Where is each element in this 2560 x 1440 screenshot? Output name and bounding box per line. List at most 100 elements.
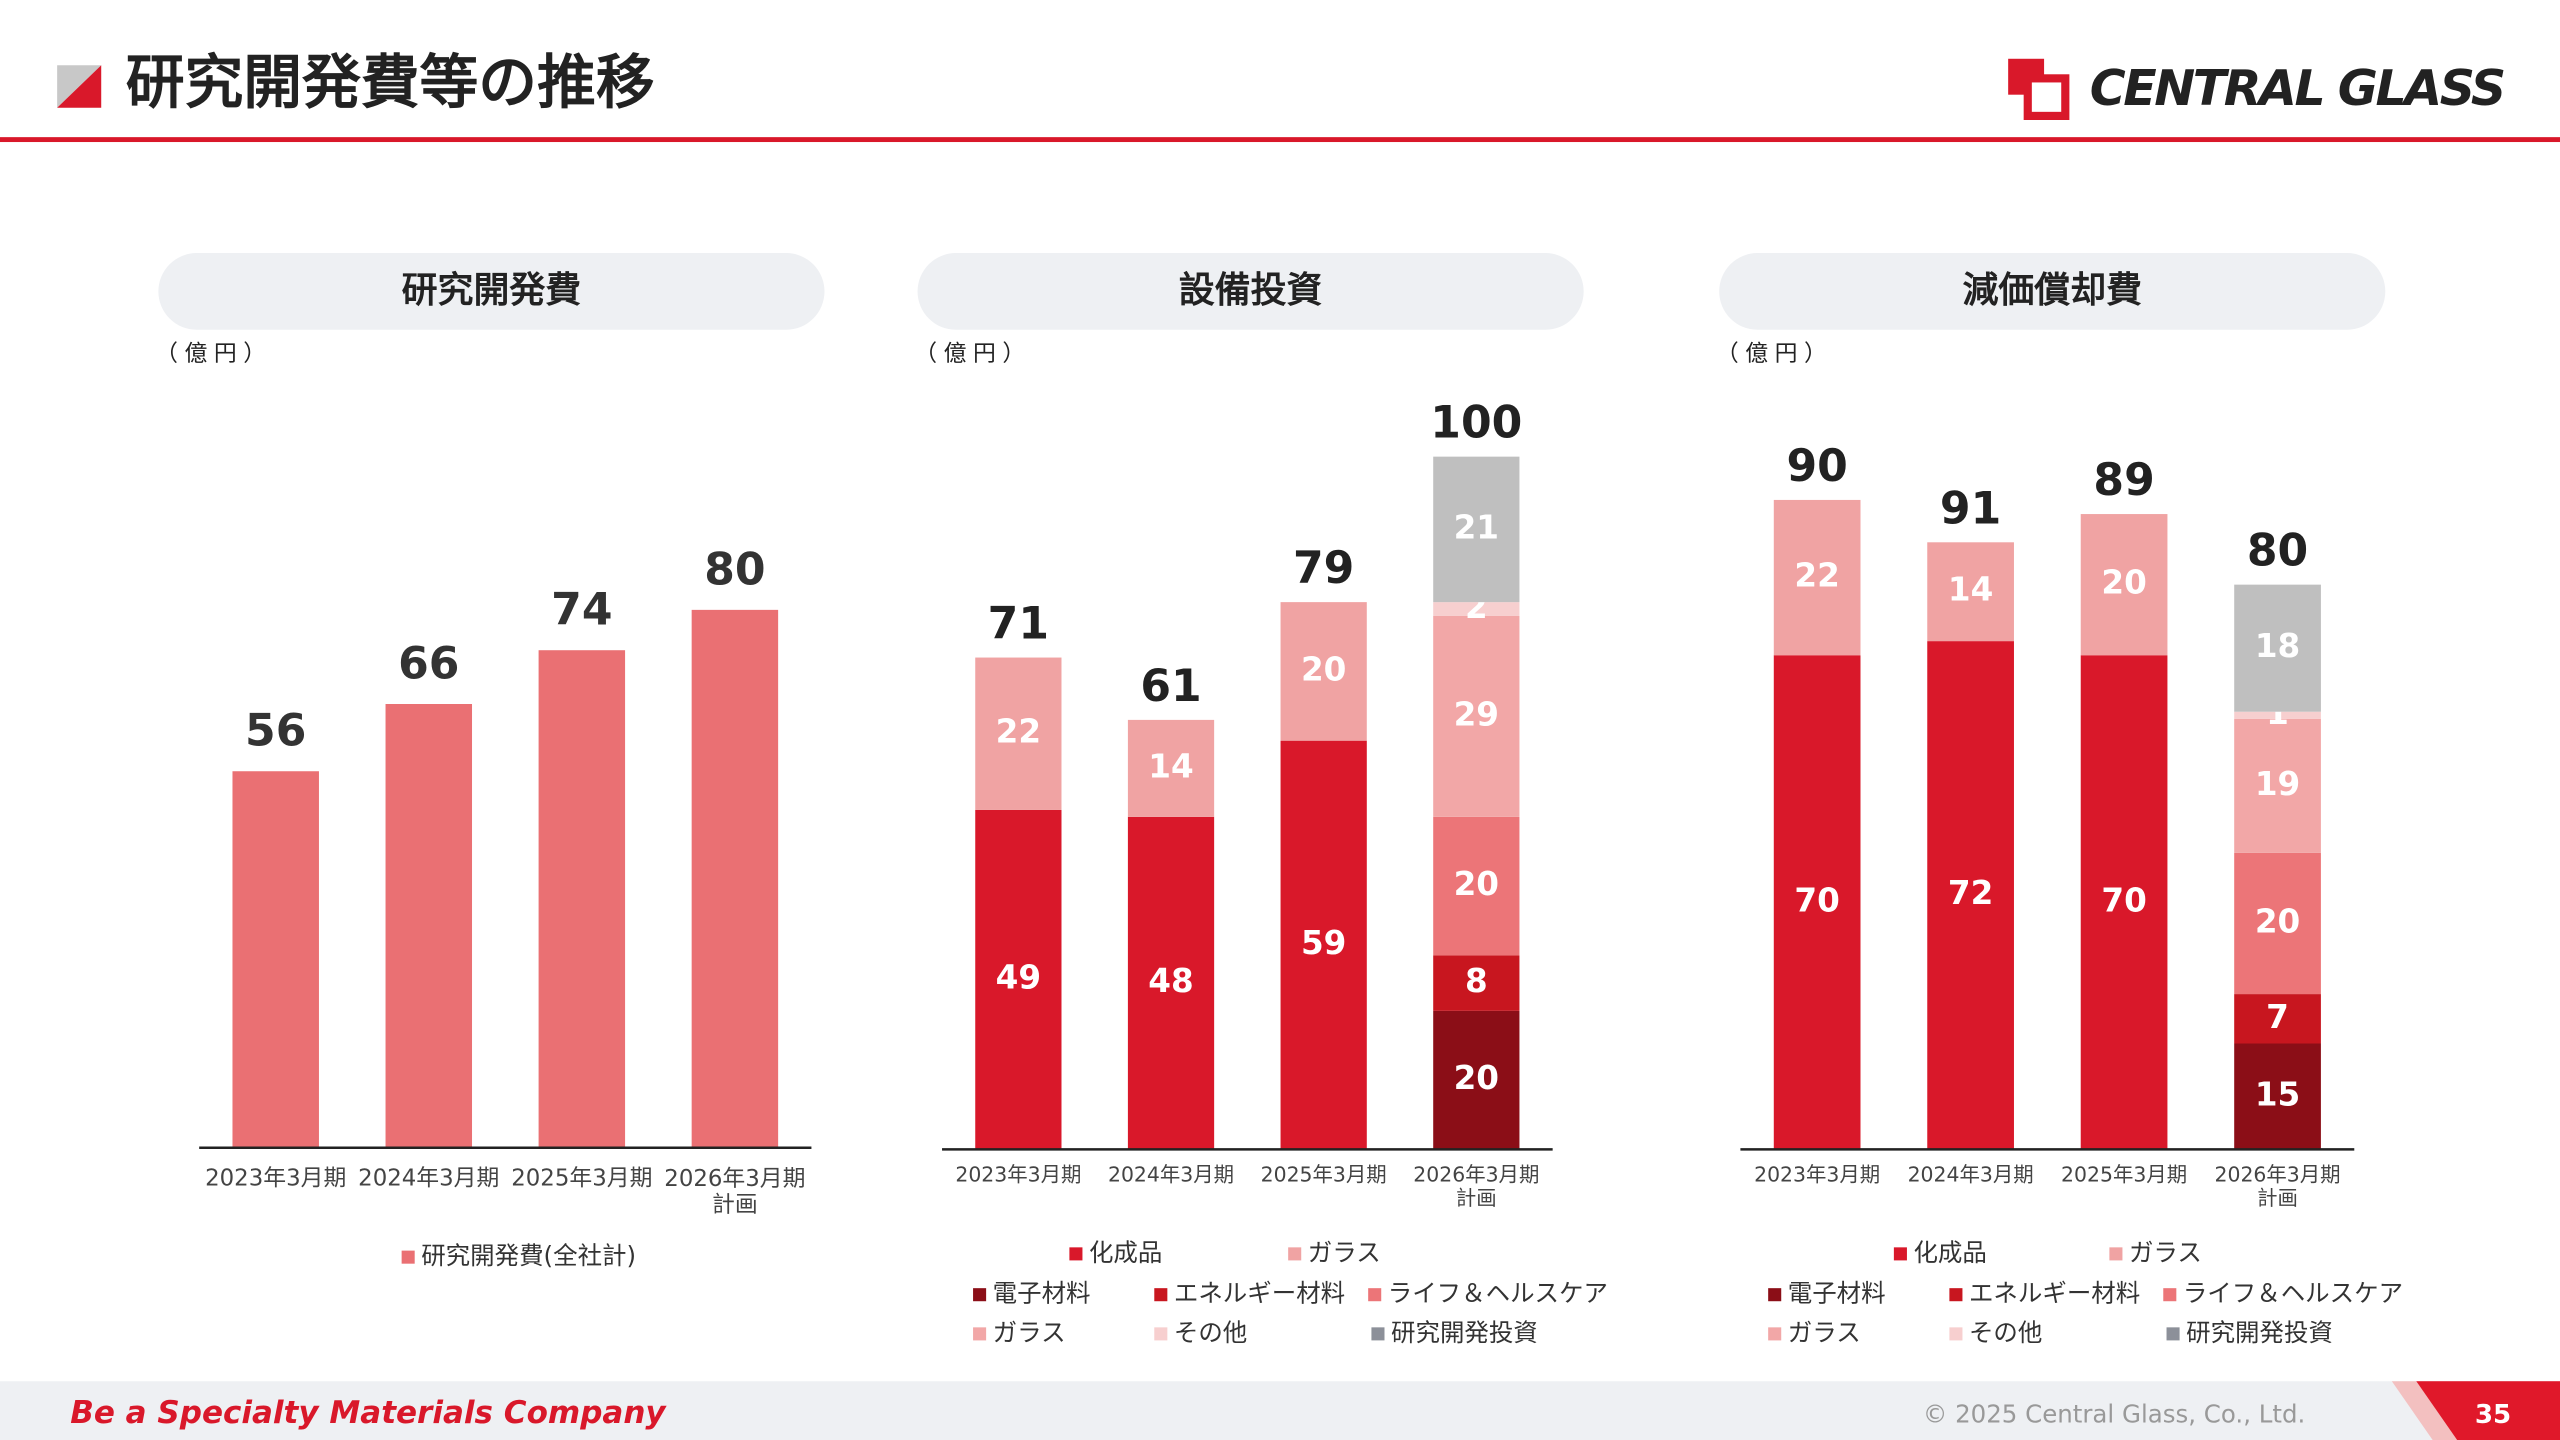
tagline: Be a Specialty Materials Company	[70, 1395, 667, 1431]
segment-label: 70	[1794, 881, 1839, 919]
page-title: 研究開発費等の推移	[126, 48, 655, 117]
header-rule	[0, 137, 2560, 143]
value-label: 74	[551, 585, 612, 636]
segment-label: 20	[2255, 902, 2300, 940]
segment-label: 29	[1454, 695, 1499, 733]
logo-mark	[2023, 74, 2070, 120]
copyright: © 2025 Central Glass, Co., Ltd.	[1923, 1400, 2305, 1429]
segment-label: 22	[996, 713, 1041, 751]
bar-segment	[2234, 718, 2321, 853]
unit-label: （億円）	[914, 341, 1032, 367]
segment-label: 20	[2101, 564, 2146, 602]
legend-swatch	[1368, 1288, 1382, 1302]
segment-label: 20	[1454, 1059, 1499, 1097]
x-tick-label: 2025年3月期	[1261, 1163, 1387, 1187]
value-label: 66	[398, 638, 459, 689]
x-tick-label: 2025年3月期	[2061, 1163, 2187, 1187]
bar-segment	[2234, 711, 2321, 719]
bar-segment	[1773, 499, 1861, 656]
unit-label: （億円）	[1716, 341, 1834, 367]
value-label: 80	[704, 544, 765, 595]
total-label: 79	[1293, 543, 1354, 594]
segment-label: 70	[2101, 881, 2146, 919]
legend-swatch	[973, 1327, 987, 1341]
segment-label: 20	[1301, 650, 1346, 688]
legend-swatch	[1288, 1247, 1302, 1261]
x-tick-label: 2026年3月期計画	[2215, 1163, 2341, 1210]
legend-label: ライフ＆ヘルスケア	[2183, 1279, 2403, 1308]
segment-label: 22	[1794, 557, 1839, 595]
legend-swatch	[1154, 1327, 1168, 1341]
legend-swatch	[1768, 1327, 1782, 1341]
legend-label: ガラス	[1308, 1238, 1381, 1267]
panel-pill	[158, 253, 825, 330]
legend-swatch	[2109, 1247, 2123, 1261]
bar-segment	[1127, 719, 1215, 817]
x-tick-label: 2023年3月期	[205, 1165, 346, 1191]
segment-label: 14	[1148, 747, 1193, 785]
bar-segment	[2234, 584, 2321, 712]
segment-label: 20	[1454, 865, 1499, 903]
panel-title: 設備投資	[1179, 270, 1323, 311]
legend-label: その他	[1969, 1318, 2042, 1347]
panel-pill	[1719, 253, 2386, 330]
bar-segment	[1433, 456, 1520, 603]
segment-label: 15	[2255, 1075, 2300, 1113]
legend-swatch	[1768, 1288, 1782, 1302]
legend-swatch	[1371, 1327, 1385, 1341]
bar	[385, 704, 473, 1148]
segment-label: 21	[1454, 508, 1499, 546]
x-tick-label: 2026年3月期計画	[1413, 1163, 1539, 1210]
total-label: 89	[2093, 455, 2154, 506]
legend-label: 電子材料	[993, 1279, 1091, 1308]
legend-swatch	[401, 1250, 415, 1264]
legend-label: ガラス	[2129, 1238, 2202, 1267]
panel-pill	[917, 253, 1584, 330]
panel-title: 研究開発費	[402, 270, 582, 311]
legend-swatch	[2166, 1327, 2180, 1341]
bar-segment	[2080, 514, 2168, 656]
x-tick-label: 2026年3月期計画	[664, 1165, 805, 1217]
x-tick-label: 2023年3月期	[1754, 1163, 1880, 1187]
total-label: 91	[1940, 483, 2001, 534]
legend-label: エネルギー材料	[1969, 1279, 2140, 1308]
bar-segment	[2234, 994, 2321, 1044]
x-tick-label: 2023年3月期	[955, 1163, 1081, 1187]
bar-segment	[1927, 542, 2014, 642]
bar	[538, 650, 626, 1148]
total-label: 80	[2247, 526, 2308, 577]
bar	[691, 609, 779, 1148]
bar	[232, 771, 319, 1148]
segment-label: 49	[996, 959, 1041, 997]
bar-segment	[1927, 641, 2014, 1150]
bar-segment	[2234, 852, 2321, 995]
x-tick-label: 2024年3月期	[1908, 1163, 2034, 1187]
bar-segment	[1433, 602, 1520, 616]
legend-label: 電子材料	[1788, 1279, 1886, 1308]
footer-accent	[2416, 1381, 2560, 1440]
x-tick-label: 2024年3月期	[358, 1165, 499, 1191]
segment-label: 19	[2255, 765, 2300, 803]
legend-swatch	[1069, 1247, 1083, 1261]
bar-segment	[975, 809, 1062, 1150]
legend-swatch	[1154, 1288, 1168, 1302]
legend-label: 化成品	[1089, 1238, 1162, 1267]
bar-segment	[1433, 816, 1520, 956]
bar-segment	[1773, 655, 1861, 1150]
segment-label: 14	[1948, 571, 1993, 609]
segment-label: 59	[1301, 924, 1346, 962]
footer-band	[0, 1381, 2560, 1440]
value-label: 56	[245, 706, 306, 757]
bar-segment	[1280, 740, 1367, 1150]
total-label: 61	[1140, 661, 1201, 712]
bar-segment	[2234, 1043, 2321, 1150]
total-label: 100	[1430, 398, 1522, 449]
panel-title: 減価償却費	[1962, 270, 2142, 311]
segment-label: 7	[2266, 998, 2289, 1036]
total-label: 71	[988, 599, 1049, 650]
legend-swatch	[1949, 1288, 1963, 1302]
segment-label: 8	[1465, 962, 1488, 1000]
